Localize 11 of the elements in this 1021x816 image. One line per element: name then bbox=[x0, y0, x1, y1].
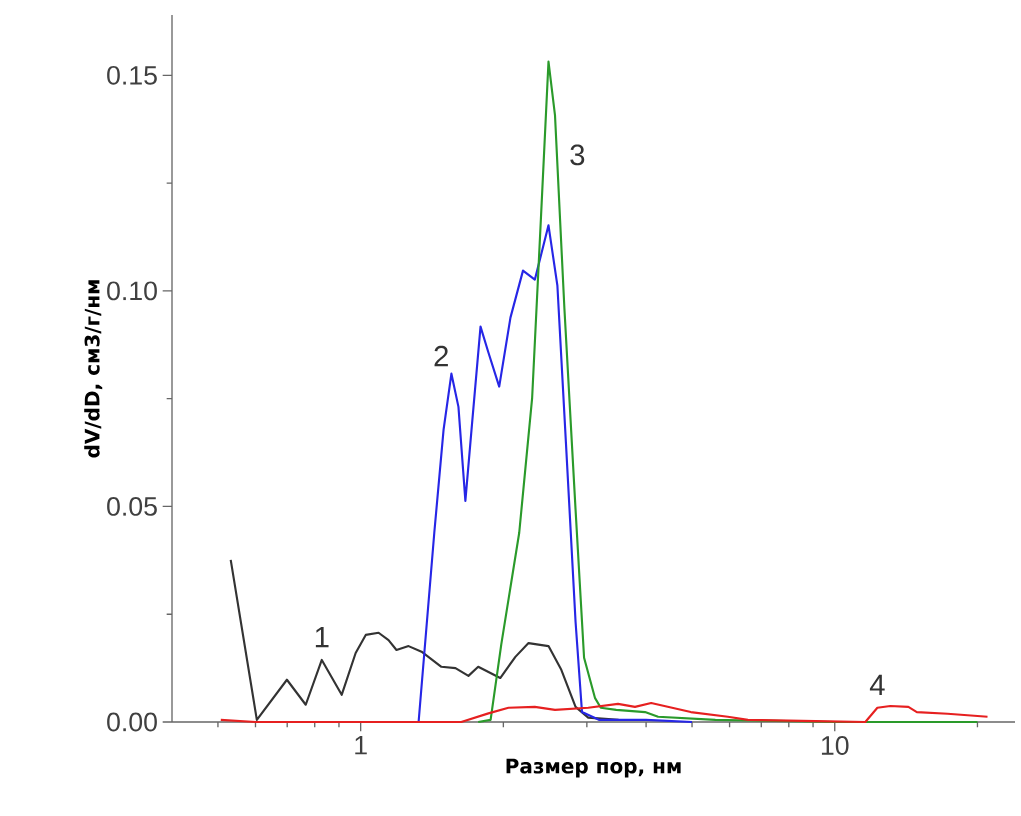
y-tick-label: 0.00 bbox=[107, 712, 157, 732]
y-axis-title: dV/dD, см3/г/нм bbox=[84, 280, 103, 458]
y-tick-label: 0.10 bbox=[107, 281, 157, 301]
y-tick-label: 0.15 bbox=[107, 65, 157, 85]
series-label: 4 bbox=[869, 674, 885, 696]
series-label: 2 bbox=[434, 345, 448, 367]
y-tick-label: 0.05 bbox=[107, 497, 157, 516]
series-label: 3 bbox=[570, 144, 585, 166]
x-tick-label: 10 bbox=[821, 736, 849, 755]
series-label: 1 bbox=[315, 627, 329, 648]
x-axis-title: Размер пор, нм bbox=[506, 758, 681, 778]
